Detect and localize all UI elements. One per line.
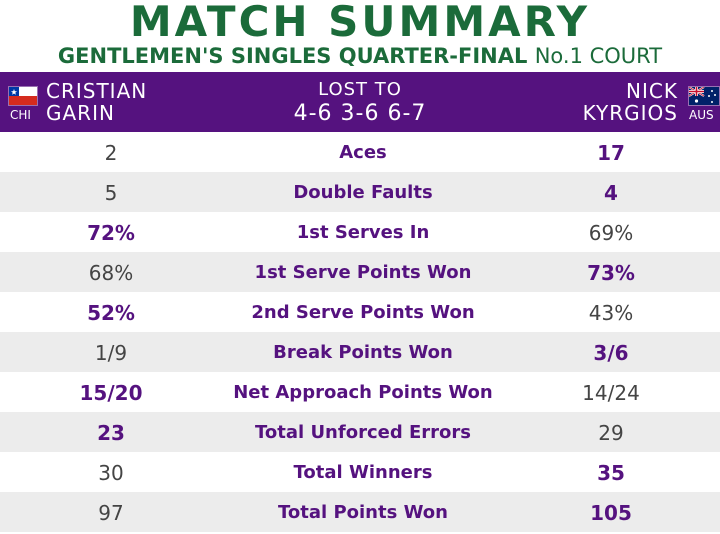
stat-row: 68% 1st Serve Points Won 73%: [0, 252, 720, 292]
player1-stat-value: 5: [104, 181, 118, 205]
player1-stat-value: 97: [98, 501, 124, 525]
stat-label: Net Approach Points Won: [233, 382, 493, 403]
player2-stat-value: 14/24: [582, 381, 640, 405]
match-subtitle: GENTLEMEN'S SINGLES QUARTER-FINAL No.1 C…: [0, 44, 720, 68]
stat-label: Aces: [339, 142, 387, 163]
stat-row: 2 Aces 17: [0, 132, 720, 172]
stat-label: 1st Serve Points Won: [254, 262, 472, 283]
stat-row: 5 Double Faults 4: [0, 172, 720, 212]
player1-country-code: CHI: [10, 108, 31, 122]
player2-stat-value: 4: [604, 181, 618, 205]
player2-stat-value: 17: [597, 141, 625, 165]
player1-stat-value: 23: [97, 421, 125, 445]
stat-row: 1/9 Break Points Won 3/6: [0, 332, 720, 372]
stat-row: 23 Total Unforced Errors 29: [0, 412, 720, 452]
player1-stat-value: 30: [98, 461, 124, 485]
player2-stat-value: 69%: [588, 221, 634, 245]
player1-name: CRISTIAN GARIN: [46, 80, 147, 124]
page-title: MATCH SUMMARY: [129, 0, 591, 46]
stat-label: 1st Serves In: [296, 222, 430, 243]
player2-first-name: NICK: [626, 79, 678, 103]
player2-stat-value: 29: [598, 421, 624, 445]
australia-flag-icon: [688, 86, 720, 106]
player1-stat-value: 52%: [87, 301, 135, 325]
result-label: LOST TO: [318, 79, 402, 100]
stat-label: Total Unforced Errors: [255, 422, 471, 443]
player2-stat-value: 3/6: [593, 341, 629, 365]
player1-stat-value: 72%: [87, 221, 135, 245]
stat-label: 2nd Serve Points Won: [251, 302, 475, 323]
player2-stat-value: 35: [597, 461, 625, 485]
player1-first-name: CRISTIAN: [46, 79, 148, 103]
player2-country-code: AUS: [689, 108, 714, 122]
player2-name: NICK KYRGIOS: [583, 80, 678, 124]
chile-flag-icon: [8, 86, 38, 106]
stat-row: 72% 1st Serves In 69%: [0, 212, 720, 252]
player1-stat-value: 1/9: [94, 341, 128, 365]
stat-label: Double Faults: [293, 182, 433, 203]
stats-table: 2 Aces 17 5 Double Faults 4 72% 1st Serves In 69…: [0, 132, 720, 532]
stat-label: Total Points Won: [278, 502, 448, 523]
stat-row: 52% 2nd Serve Points Won 43%: [0, 292, 720, 332]
stat-label: Total Winners: [293, 462, 433, 483]
court-label: No.1 COURT: [534, 44, 663, 68]
round-label: GENTLEMEN'S SINGLES QUARTER-FINAL: [57, 44, 528, 68]
player2-stat-value: 105: [590, 501, 632, 525]
player2-stat-value: 43%: [588, 301, 634, 325]
stat-label: Break Points Won: [273, 342, 453, 363]
stat-row: 97 Total Points Won 105: [0, 492, 720, 532]
match-score: 4-6 3-6 6-7: [293, 101, 427, 126]
player1-stat-value: 68%: [88, 261, 134, 285]
player2-stat-value: 73%: [587, 261, 635, 285]
stat-row: 30 Total Winners 35: [0, 452, 720, 492]
players-header: CHI CRISTIAN GARIN LOST TO 4-6 3-6 6-7 N…: [0, 72, 720, 132]
player1-stat-value: 15/20: [79, 381, 143, 405]
player2-last-name: KYRGIOS: [582, 101, 678, 125]
player1-last-name: GARIN: [46, 101, 115, 125]
player1-stat-value: 2: [104, 141, 118, 165]
stat-row: 15/20 Net Approach Points Won 14/24: [0, 372, 720, 412]
title-area: MATCH SUMMARY GENTLEMEN'S SINGLES QUARTE…: [0, 0, 720, 72]
